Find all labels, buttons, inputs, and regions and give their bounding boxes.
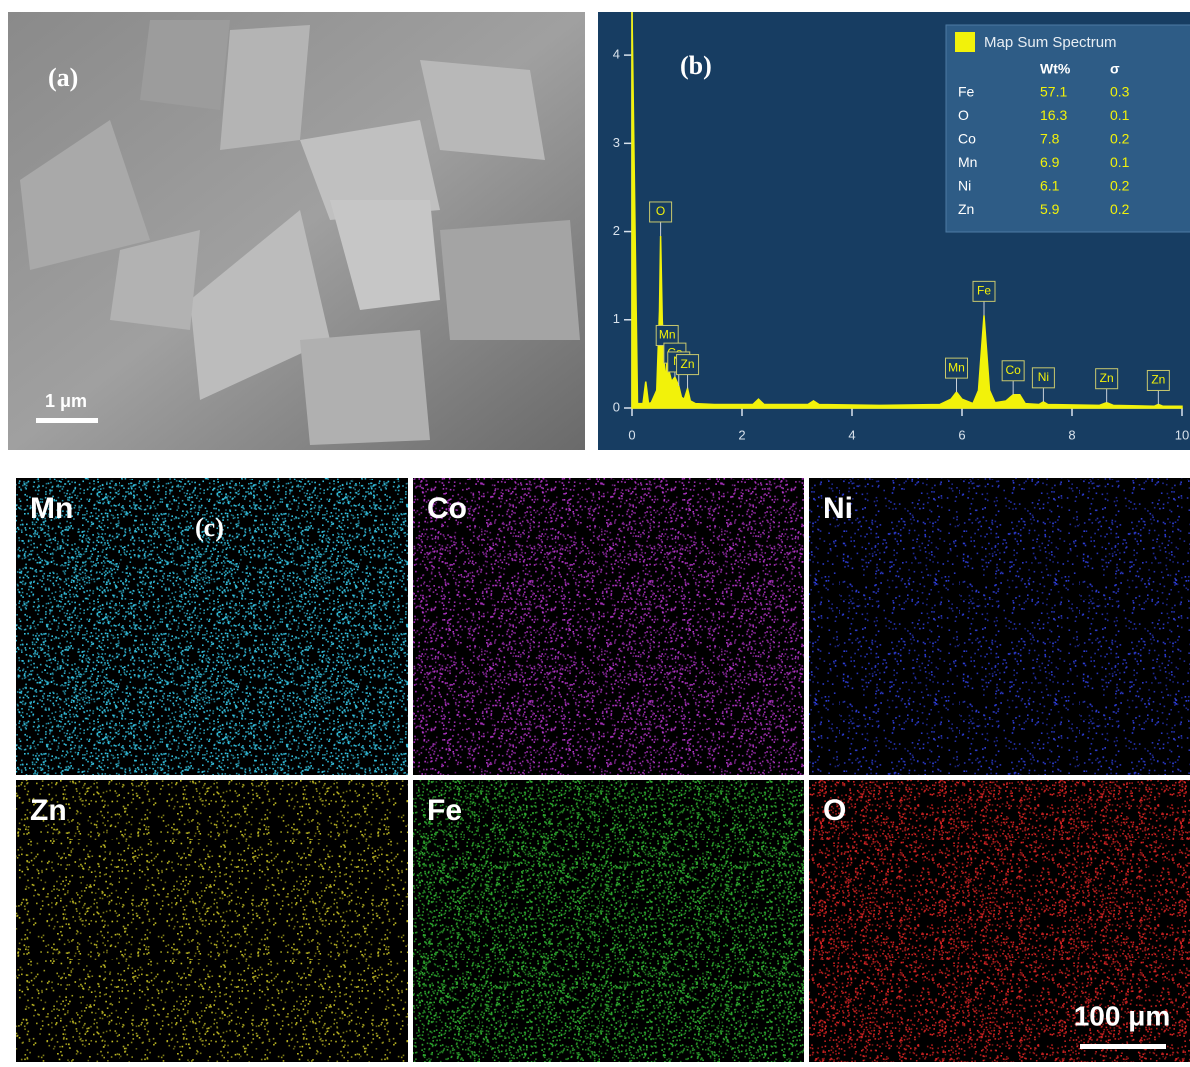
- figure: (a) 1 μm 012340246810OMnCoNiZnMnFeCoNiZn…: [0, 0, 1190, 1062]
